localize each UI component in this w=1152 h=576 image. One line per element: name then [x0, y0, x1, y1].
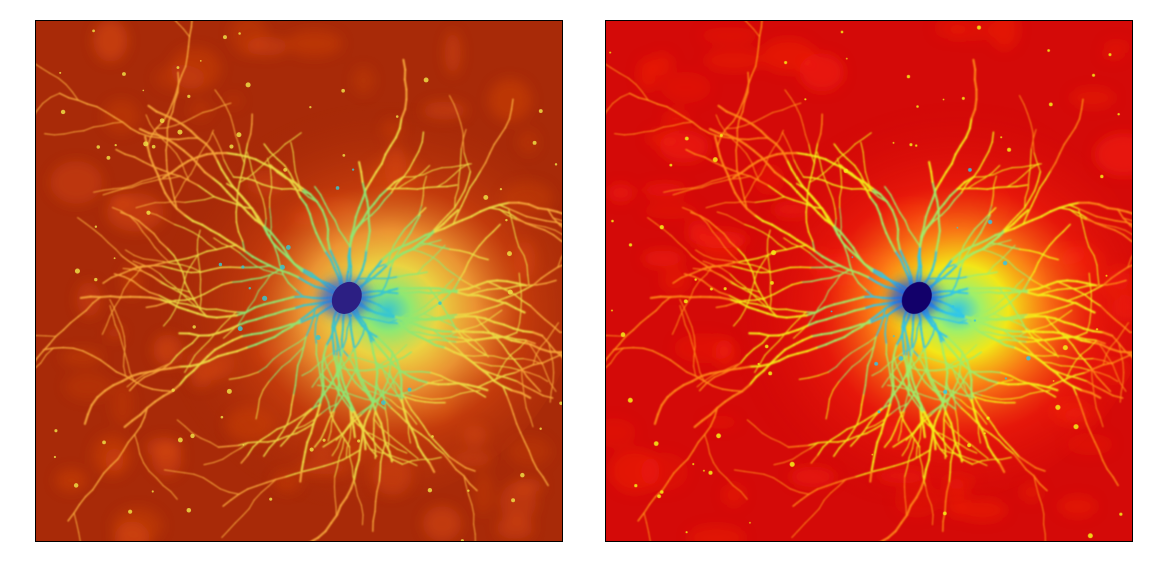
soma — [331, 281, 362, 314]
puncta — [53, 29, 562, 541]
puncta — [609, 25, 1123, 539]
neuron-heatmap-left — [36, 21, 562, 541]
dendrites — [36, 21, 562, 541]
soma — [901, 281, 932, 314]
panel-right-neuron-image — [605, 20, 1133, 542]
dendrites — [606, 21, 1132, 541]
neuron-heatmap-right — [606, 21, 1132, 541]
panel-left-neuron-image — [35, 20, 563, 542]
